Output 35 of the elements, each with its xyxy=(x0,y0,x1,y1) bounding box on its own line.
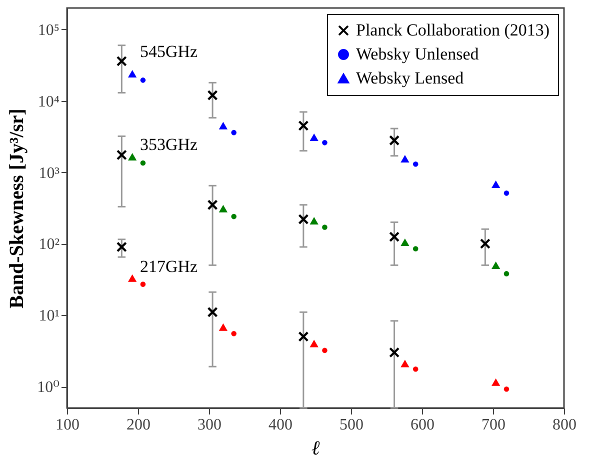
x-tick-label: 500 xyxy=(340,416,364,434)
y-axis-title: Band-Skewness [Jy³/sr] xyxy=(6,108,28,308)
y-tick-label: 10¹ xyxy=(38,308,60,325)
legend-label: Websky Unlensed xyxy=(356,44,480,64)
x-tick-label: 300 xyxy=(198,416,222,434)
point xyxy=(207,200,218,210)
y-tick-label: 10⁰ xyxy=(37,379,60,396)
point xyxy=(389,135,400,146)
point xyxy=(116,56,127,66)
x-tick-label: 200 xyxy=(126,416,150,434)
point xyxy=(116,150,127,160)
point xyxy=(389,232,400,242)
y-tick-label: 10⁴ xyxy=(38,93,60,110)
point xyxy=(207,306,218,318)
y-tick-label: 10⁵ xyxy=(38,22,60,39)
x-axis-title: ℓ xyxy=(312,438,320,460)
legend-label: Planck Collaboration (2013) xyxy=(356,20,550,40)
annotation: 217GHz xyxy=(140,257,198,276)
x-tick-label: 800 xyxy=(552,416,576,434)
annotation: 353GHz xyxy=(140,135,198,154)
x-tick-label: 400 xyxy=(268,416,292,434)
point xyxy=(298,331,309,342)
point xyxy=(116,242,127,252)
x-tick-label: 700 xyxy=(482,416,506,434)
point xyxy=(298,214,309,225)
y-tick-label: 10³ xyxy=(38,164,60,182)
legend-label: Websky Lensed xyxy=(356,68,464,88)
point xyxy=(298,120,309,131)
point xyxy=(207,90,218,101)
y-tick-label: 10² xyxy=(38,236,60,254)
point xyxy=(389,347,400,358)
point xyxy=(480,238,490,249)
x-tick-label: 100 xyxy=(56,416,80,434)
annotation: 545GHz xyxy=(140,42,198,61)
x-tick-label: 600 xyxy=(410,416,434,434)
